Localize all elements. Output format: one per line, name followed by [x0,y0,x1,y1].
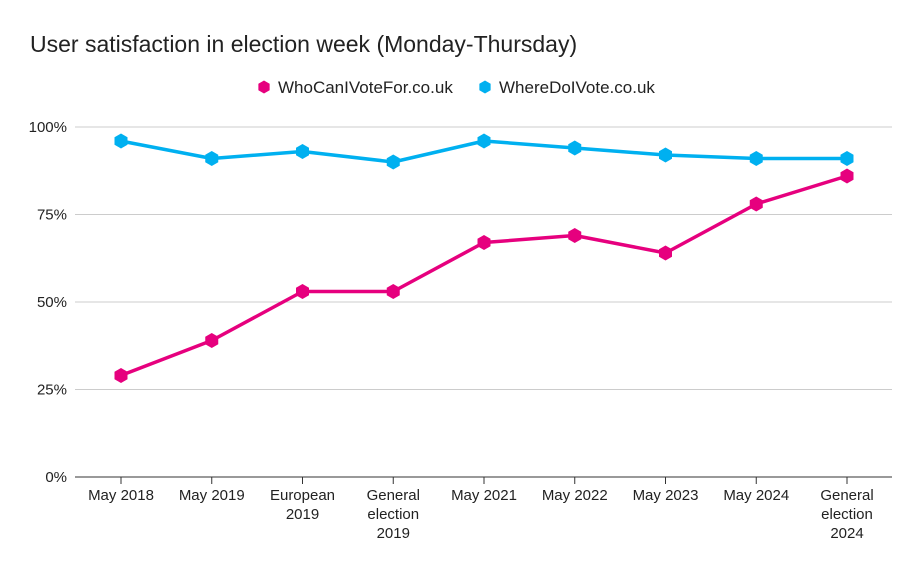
data-point [386,154,400,170]
x-axis: May 2018 May 2019 European 2019 General elect… [88,477,874,542]
legend-label: WhereDoIVote.co.uk [499,78,655,97]
data-point [296,284,309,299]
x-tick-label: May 2018 [88,487,154,504]
data-point [840,151,854,166]
y-tick-label: 25% [37,382,67,399]
series-points [114,133,854,383]
data-point [477,133,491,149]
x-tick-label: 2019 [377,525,410,542]
x-tick-label: election [821,506,873,523]
data-point [205,333,219,348]
data-point [114,368,128,383]
y-tick-label: 0% [45,469,67,486]
y-tick-label: 50% [37,294,67,311]
x-tick-label: May 2024 [723,487,789,504]
data-point [386,284,400,299]
data-point [296,144,309,159]
data-point [659,147,672,163]
x-tick-label: May 2023 [633,487,699,504]
x-tick-label: May 2019 [179,487,245,504]
gridlines [75,126,892,478]
series-lines [119,139,849,378]
data-point [568,140,582,156]
y-tick-label: 100% [29,119,67,136]
data-point [114,133,128,149]
legend-marker-hexagon-icon [479,80,491,94]
x-tick-label: May 2022 [542,487,608,504]
data-point [205,151,219,166]
x-tick-label: election [367,506,419,523]
legend-marker-hexagon-icon [258,80,270,94]
x-tick-label: General [820,487,873,504]
x-tick-label: European [270,487,335,504]
legend: WhoCanIVoteFor.co.uk WhereDoIVote.co.uk [258,78,655,97]
data-point [749,196,763,212]
data-point [659,245,672,261]
data-point [477,235,491,250]
x-tick-label: 2019 [286,506,319,523]
x-tick-label: May 2021 [451,487,517,504]
chart-title: User satisfaction in election week (Mond… [30,31,577,57]
x-tick-label: General [367,487,420,504]
data-point [749,151,763,166]
legend-label: WhoCanIVoteFor.co.uk [278,78,453,97]
y-axis-ticks: 0% 25% 50% 75% 100% [29,119,67,486]
x-tick-label: 2024 [830,525,863,542]
y-tick-label: 75% [37,207,67,224]
data-point [568,228,582,243]
data-point [840,168,854,184]
series-line-1 [119,174,849,378]
